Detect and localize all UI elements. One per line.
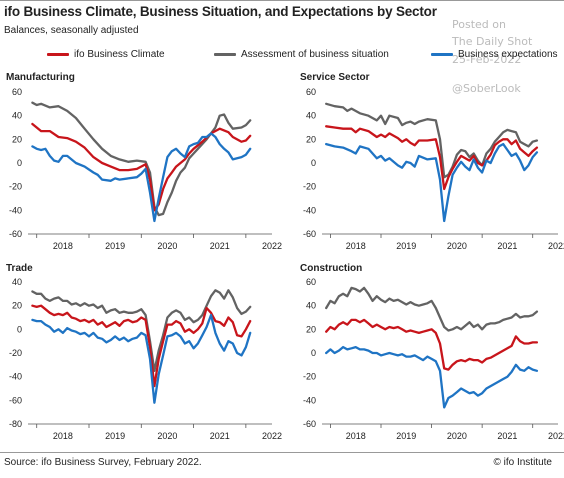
- construction-ytick-label: 20: [306, 324, 316, 334]
- top-rule: [0, 0, 564, 1]
- construction-xtick-label: 2020: [447, 431, 467, 441]
- manufacturing-xtick-label: 2018: [53, 241, 73, 251]
- trade-ytick-label: 0: [17, 324, 22, 334]
- construction-series-expectations: [325, 345, 539, 409]
- manufacturing-series-expectations: [31, 132, 252, 223]
- legend-swatch-expectations: [431, 52, 453, 56]
- watermark-date: 25-Feb-2022: [452, 53, 522, 66]
- service-sector-ytick-label: 0: [311, 158, 316, 168]
- construction-ytick-label: 60: [306, 277, 316, 287]
- legend-label-climate: ifo Business Climate: [74, 48, 165, 60]
- service-sector-series-climate: [325, 125, 539, 191]
- panel-title-service-sector: Service Sector: [300, 72, 370, 83]
- service-sector-ytick-label: 40: [306, 111, 316, 121]
- service-sector-ytick-label: 20: [306, 134, 316, 144]
- construction-xtick-label: 2021: [497, 431, 517, 441]
- panel-title-construction: Construction: [300, 263, 363, 274]
- source-note: Source: ifo Business Survey, February 20…: [4, 457, 202, 468]
- manufacturing-ytick-label: 0: [17, 158, 22, 168]
- manufacturing-xtick-label: 2019: [105, 241, 125, 251]
- legend-swatch-situation: [214, 52, 236, 56]
- service-sector-xtick-label: 2021: [497, 241, 517, 251]
- construction-xtick-label: 2018: [346, 431, 366, 441]
- manufacturing-ytick-label: -20: [9, 182, 22, 192]
- construction-ytick-label: -20: [303, 372, 316, 382]
- panel-title-manufacturing: Manufacturing: [6, 72, 75, 83]
- manufacturing-ytick-label: 60: [12, 87, 22, 97]
- watermark-handle: @SoberLook: [452, 82, 521, 95]
- service-sector-xtick-label: 2020: [447, 241, 467, 251]
- construction-ytick-label: -40: [303, 395, 316, 405]
- watermark-posted-on: Posted on: [452, 18, 506, 31]
- service-sector-ytick-label: -60: [303, 229, 316, 239]
- construction-xtick-label: 2019: [396, 431, 416, 441]
- trade-ytick-label: -40: [9, 372, 22, 382]
- service-sector-ytick-label: 60: [306, 87, 316, 97]
- chart-subtitle: Balances, seasonally adjusted: [4, 25, 139, 36]
- manufacturing-xtick-label: 2020: [157, 241, 177, 251]
- manufacturing-ytick-label: 40: [12, 111, 22, 121]
- service-sector-series-expectations: [325, 142, 539, 223]
- trade-xtick-label: 2022: [262, 431, 282, 441]
- manufacturing-xtick-label: 2022: [262, 241, 282, 251]
- watermark-site: The Daily Shot: [452, 35, 533, 48]
- bottom-rule: [0, 452, 564, 453]
- trade-xtick-label: 2021: [210, 431, 230, 441]
- manufacturing-series-climate: [31, 122, 252, 212]
- chart-title: ifo Business Climate, Business Situation…: [4, 4, 437, 19]
- construction-xtick-label: 2022: [548, 431, 564, 441]
- brand-credit: © ifo Institute: [493, 457, 552, 468]
- manufacturing-ytick-label: -60: [9, 229, 22, 239]
- trade-series-situation: [31, 289, 252, 372]
- construction-ytick-label: -60: [303, 419, 316, 429]
- manufacturing-ytick-label: 20: [12, 134, 22, 144]
- trade-xtick-label: 2020: [157, 431, 177, 441]
- service-sector-ytick-label: -40: [303, 205, 316, 215]
- legend-swatch-climate: [47, 52, 69, 56]
- service-sector-xtick-label: 2022: [548, 241, 564, 251]
- manufacturing-ytick-label: -40: [9, 205, 22, 215]
- trade-series-expectations: [31, 313, 252, 404]
- trade-xtick-label: 2019: [105, 431, 125, 441]
- trade-ytick-label: 20: [12, 301, 22, 311]
- construction-ytick-label: 40: [306, 301, 316, 311]
- manufacturing-series-situation: [31, 101, 252, 217]
- legend-label-expectations: Business expectations: [458, 48, 558, 60]
- manufacturing-xtick-label: 2021: [210, 241, 230, 251]
- service-sector-ytick-label: -20: [303, 182, 316, 192]
- legend-item-expectations: Business expectations: [431, 47, 558, 61]
- service-sector-xtick-label: 2019: [396, 241, 416, 251]
- service-sector-xtick-label: 2018: [346, 241, 366, 251]
- trade-series-climate: [31, 304, 252, 388]
- trade-ytick-label: -20: [9, 348, 22, 358]
- trade-xtick-label: 2018: [53, 431, 73, 441]
- construction-series-climate: [325, 318, 539, 371]
- trade-ytick-label: -60: [9, 395, 22, 405]
- trade-ytick-label: 40: [12, 277, 22, 287]
- trade-ytick-label: -80: [9, 419, 22, 429]
- legend-label-situation: Assessment of business situation: [241, 48, 389, 60]
- construction-series-situation: [325, 286, 539, 332]
- panel-title-trade: Trade: [6, 263, 33, 274]
- legend-item-climate: ifo Business Climate: [47, 47, 165, 61]
- construction-ytick-label: 0: [311, 348, 316, 358]
- legend-item-situation: Assessment of business situation: [214, 47, 389, 61]
